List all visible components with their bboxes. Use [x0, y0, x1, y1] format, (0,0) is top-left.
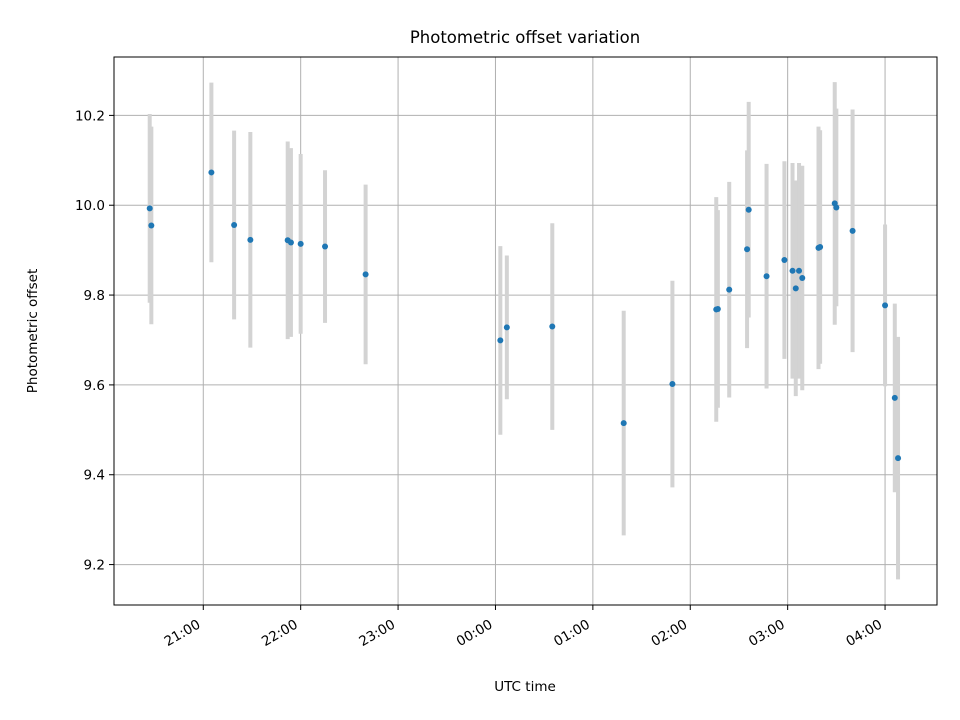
data-point	[148, 222, 155, 229]
data-point	[497, 337, 504, 344]
data-point	[817, 244, 824, 251]
data-point	[796, 267, 803, 274]
x-axis-label: UTC time	[494, 679, 556, 695]
data-point	[789, 267, 796, 274]
y-axis-label: Photometric offset	[25, 269, 41, 393]
x-tick-label: 01:00	[551, 617, 593, 650]
x-tick-label: 00:00	[454, 617, 496, 650]
plot-frame	[113, 56, 938, 606]
gridlines	[114, 57, 937, 605]
data-point	[231, 221, 238, 228]
y-axis: 9.2 9.4 9.6 9.8 10.0 10.2	[75, 108, 114, 574]
y-tick-label: 9.6	[84, 378, 105, 394]
data-point	[891, 394, 898, 401]
error-bars	[147, 82, 901, 580]
y-tick-label: 10.0	[75, 198, 105, 214]
data-point	[882, 302, 889, 309]
data-point	[744, 246, 751, 253]
data-point	[297, 240, 304, 247]
data-point	[792, 285, 799, 292]
data-point	[726, 286, 733, 293]
x-tick-label: 21:00	[162, 617, 204, 650]
y-tick-label: 9.4	[84, 468, 105, 484]
data-point	[849, 227, 856, 234]
x-axis: 21:00 22:00 23:00 00:00 01:00 02:00 03:00 04:00	[162, 605, 886, 650]
y-tick-label: 9.8	[84, 288, 105, 304]
data-point	[620, 420, 627, 427]
data-point	[362, 271, 369, 278]
data-point	[745, 206, 752, 213]
data-point	[549, 323, 556, 330]
x-tick-label: 04:00	[843, 617, 885, 650]
data-point	[714, 305, 721, 312]
x-tick-label: 03:00	[746, 617, 788, 650]
data-point	[247, 236, 254, 243]
x-tick-label: 23:00	[356, 617, 398, 650]
chart-title: Photometric offset variation	[410, 28, 640, 47]
data-point	[503, 324, 510, 331]
data-point	[287, 239, 294, 246]
data-point	[146, 205, 153, 212]
data-point	[799, 274, 806, 281]
data-points	[146, 169, 902, 462]
x-tick-label: 22:00	[259, 617, 301, 650]
data-point	[781, 257, 788, 264]
x-tick-label: 02:00	[649, 617, 691, 650]
data-point	[669, 381, 676, 388]
y-tick-label: 10.2	[75, 108, 105, 124]
data-point	[763, 273, 770, 280]
data-point	[895, 455, 902, 462]
y-tick-label: 9.2	[84, 558, 105, 574]
data-point	[833, 204, 840, 211]
data-point	[208, 169, 215, 176]
data-point	[322, 243, 329, 250]
